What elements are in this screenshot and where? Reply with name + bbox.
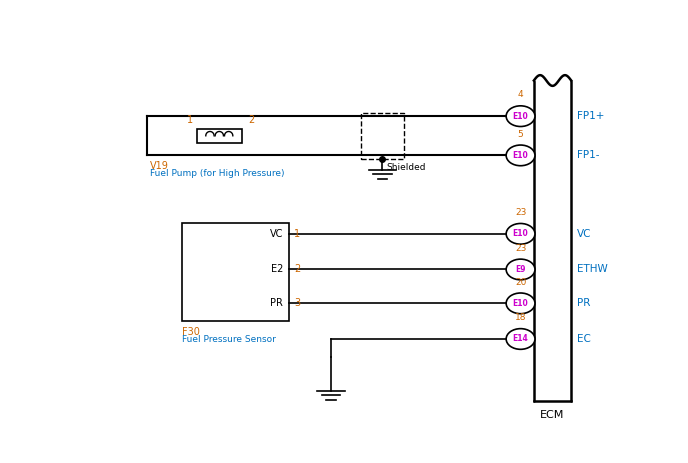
Text: 23: 23 [515,208,526,217]
Text: V19: V19 [150,161,169,171]
Ellipse shape [506,224,535,244]
Ellipse shape [506,145,535,166]
Text: FP1-: FP1- [577,150,599,160]
Bar [182,223,289,321]
Text: VC: VC [270,229,283,239]
Text: 4: 4 [518,90,524,100]
Text: Shielded: Shielded [387,163,427,171]
Ellipse shape [506,106,535,126]
Bar [197,129,242,143]
Ellipse shape [506,329,535,349]
Text: FP1+: FP1+ [577,111,604,121]
Text: Fuel Pressure Sensor: Fuel Pressure Sensor [182,335,276,344]
Text: PR: PR [577,298,590,308]
Text: ECM: ECM [540,410,565,420]
Text: E14: E14 [513,334,528,344]
Text: 5: 5 [517,130,524,138]
Text: 18: 18 [515,313,526,322]
Text: ETHW: ETHW [577,264,608,275]
Bar [361,113,405,159]
Text: 20: 20 [515,278,526,287]
Text: E2: E2 [271,264,283,275]
Text: 3: 3 [294,298,300,308]
Text: Fuel Pump (for High Pressure): Fuel Pump (for High Pressure) [150,169,284,178]
Ellipse shape [506,293,535,313]
Text: E10: E10 [513,299,528,308]
Text: E9: E9 [515,265,526,274]
Text: EC: EC [577,334,590,344]
Text: E10: E10 [513,112,528,121]
Text: 23: 23 [515,244,526,253]
Text: 1: 1 [187,115,193,125]
Text: 2: 2 [248,115,255,125]
Text: PR: PR [270,298,283,308]
Ellipse shape [506,259,535,280]
Text: F30: F30 [182,326,200,337]
Text: VC: VC [577,229,591,239]
Text: E10: E10 [513,151,528,160]
Text: E10: E10 [513,229,528,238]
Text: 1: 1 [294,229,300,239]
Text: 2: 2 [294,264,300,275]
